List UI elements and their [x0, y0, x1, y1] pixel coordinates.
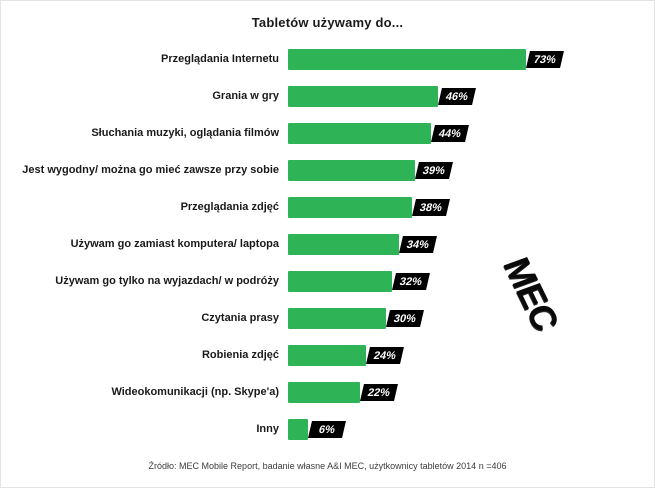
bar [288, 382, 360, 403]
bar [288, 123, 431, 144]
bar [288, 271, 392, 292]
source-note: Źródło: MEC Mobile Report, badanie własn… [148, 461, 507, 471]
value-badge: 6% [308, 421, 346, 438]
bar-row: Inny 6% [1, 411, 654, 448]
category-label: Używam go zamiast komputera/ laptopa [70, 238, 279, 251]
bar-track: 38% [288, 197, 654, 218]
category-label: Przeglądania zdjęć [180, 201, 279, 214]
bar-row: Jest wygodny/ można go mieć zawsze przy … [1, 152, 654, 189]
bar [288, 345, 366, 366]
value-badge: 34% [399, 236, 437, 253]
bar [288, 49, 526, 70]
category-label: Robienia zdjęć [201, 349, 279, 362]
bar-track: 34% [288, 234, 654, 255]
bar [288, 308, 386, 329]
category-label: Inny [256, 423, 279, 436]
bar-track: 22% [288, 382, 654, 403]
bar-track: 44% [288, 123, 654, 144]
value-badge: 24% [366, 347, 404, 364]
value-badge: 30% [386, 310, 424, 327]
value-badge: 73% [526, 51, 564, 68]
value-badge: 46% [438, 88, 476, 105]
value-badge: 32% [392, 273, 430, 290]
bar-track: 24% [288, 345, 654, 366]
chart-title: Tabletów używamy do... [251, 15, 404, 30]
bar-row: Słuchania muzyki, oglądania filmów 44% [1, 115, 654, 152]
bar [288, 86, 438, 107]
value-badge: 44% [431, 125, 469, 142]
bar-row: Robienia zdjęć 24% [1, 337, 654, 374]
bar-row: Grania w gry 46% [1, 78, 654, 115]
bar-track: 6% [288, 419, 654, 440]
bar-track: 73% [288, 49, 654, 70]
bar-row: Wideokomunikacji (np. Skype'a) 22% [1, 374, 654, 411]
bar [288, 234, 399, 255]
value-badge: 22% [360, 384, 398, 401]
bar-track: 32% [288, 271, 654, 292]
bar-track: 39% [288, 160, 654, 181]
bar-row: Czytania prasy 30% [1, 300, 654, 337]
value-badge: 38% [412, 199, 450, 216]
bar-track: 30% [288, 308, 654, 329]
bar [288, 197, 412, 218]
value-badge: 39% [415, 162, 453, 179]
bar-row: Używam go zamiast komputera/ laptopa 34% [1, 226, 654, 263]
category-label: Czytania prasy [201, 312, 279, 325]
bar [288, 160, 415, 181]
category-label: Jest wygodny/ można go mieć zawsze przy … [22, 164, 279, 177]
bar-row: Używam go tylko na wyjazdach/ w podróży 3… [1, 263, 654, 300]
bar-row: Przeglądania Internetu 73% [1, 41, 654, 78]
bar [288, 419, 308, 440]
bar-row: Przeglądania zdjęć 38% [1, 189, 654, 226]
bar-chart: Przeglądania Internetu 73% Grania w gry 46%… [1, 41, 654, 448]
category-label: Słuchania muzyki, oglądania filmów [91, 127, 279, 140]
bar-track: 46% [288, 86, 654, 107]
category-label: Grania w gry [212, 90, 279, 103]
category-label: Używam go tylko na wyjazdach/ w podróży [55, 275, 279, 288]
category-label: Wideokomunikacji (np. Skype'a) [111, 386, 279, 399]
category-label: Przeglądania Internetu [161, 53, 279, 66]
